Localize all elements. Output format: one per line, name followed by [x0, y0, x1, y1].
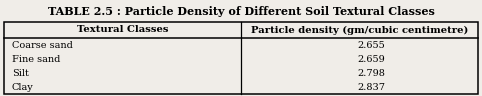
Text: Silt: Silt [12, 69, 29, 77]
Text: Particle density (gm/cubic centimetre): Particle density (gm/cubic centimetre) [251, 25, 468, 35]
Text: Clay: Clay [12, 82, 34, 91]
Text: Fine sand: Fine sand [12, 55, 60, 63]
Bar [4, 22, 478, 94]
Text: TABLE 2.5 : Particle Density of Different Soil Textural Classes: TABLE 2.5 : Particle Density of Differen… [48, 6, 434, 17]
Text: 2.837: 2.837 [357, 82, 385, 91]
Text: 2.655: 2.655 [358, 41, 385, 50]
Text: Coarse sand: Coarse sand [12, 41, 73, 50]
Text: 2.659: 2.659 [358, 55, 385, 63]
Text: 2.798: 2.798 [358, 69, 385, 77]
Text: Textural Classes: Textural Classes [77, 26, 168, 34]
